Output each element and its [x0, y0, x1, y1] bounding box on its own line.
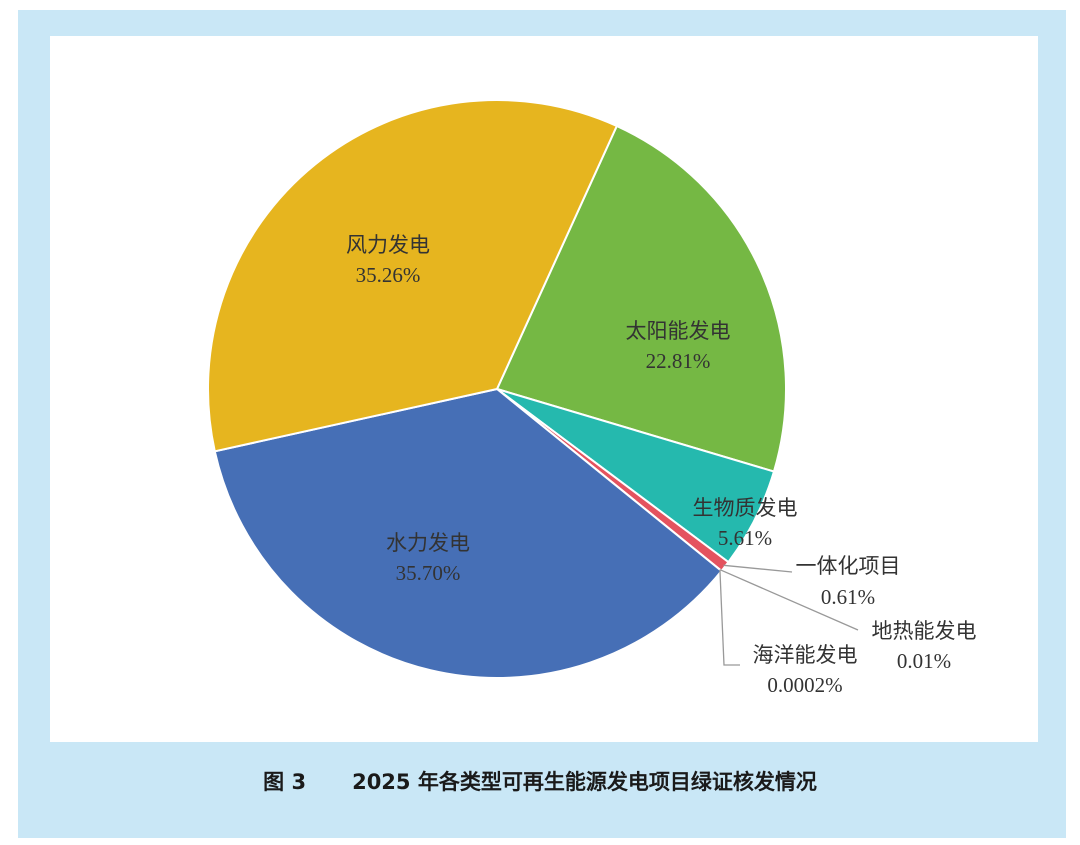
slice-label-integrated-name: 一体化项目: [796, 554, 901, 578]
slice-label-geothermal-name: 地热能发电: [872, 619, 977, 643]
slice-label-hydro-value: 35.70%: [396, 561, 461, 585]
pie-slice-hydro: [213, 387, 723, 679]
slice-labels: 风力发电 35.26% 太阳能发电 22.81% 生物质发电 5.61% 一体化…: [346, 233, 977, 697]
slice-label-wind-name: 风力发电: [346, 233, 430, 257]
figure-number: 图 3: [263, 770, 307, 794]
slice-label-ocean-name: 海洋能发电: [753, 643, 858, 667]
pie-chart: 风力发电 35.26% 太阳能发电 22.81% 生物质发电 5.61% 一体化…: [207, 99, 977, 697]
leader-line-ocean: [719, 569, 740, 666]
slice-label-geothermal-value: 0.01%: [897, 649, 951, 673]
slice-label-biomass-name: 生物质发电: [693, 496, 798, 520]
leader-lines: [719, 564, 859, 666]
slice-label-solar-value: 22.81%: [646, 349, 711, 373]
pie-slice-wind: [207, 99, 619, 453]
figure-caption: 图 3 2025 年各类型可再生能源发电项目绿证核发情况: [0, 766, 1080, 796]
slice-label-hydro-name: 水力发电: [386, 531, 470, 555]
slice-label-integrated-value: 0.61%: [821, 585, 875, 609]
slice-label-wind-value: 35.26%: [356, 263, 421, 287]
slice-label-ocean-value: 0.0002%: [767, 673, 842, 697]
pie-slice-solar: [495, 124, 787, 473]
slice-label-solar-name: 太阳能发电: [626, 319, 731, 343]
slice-label-biomass-value: 5.61%: [718, 526, 772, 550]
leader-line-integrated: [723, 564, 793, 573]
pie-slices: [207, 99, 787, 679]
figure-title: 2025 年各类型可再生能源发电项目绿证核发情况: [352, 770, 817, 794]
leader-line-geothermal: [719, 569, 859, 631]
